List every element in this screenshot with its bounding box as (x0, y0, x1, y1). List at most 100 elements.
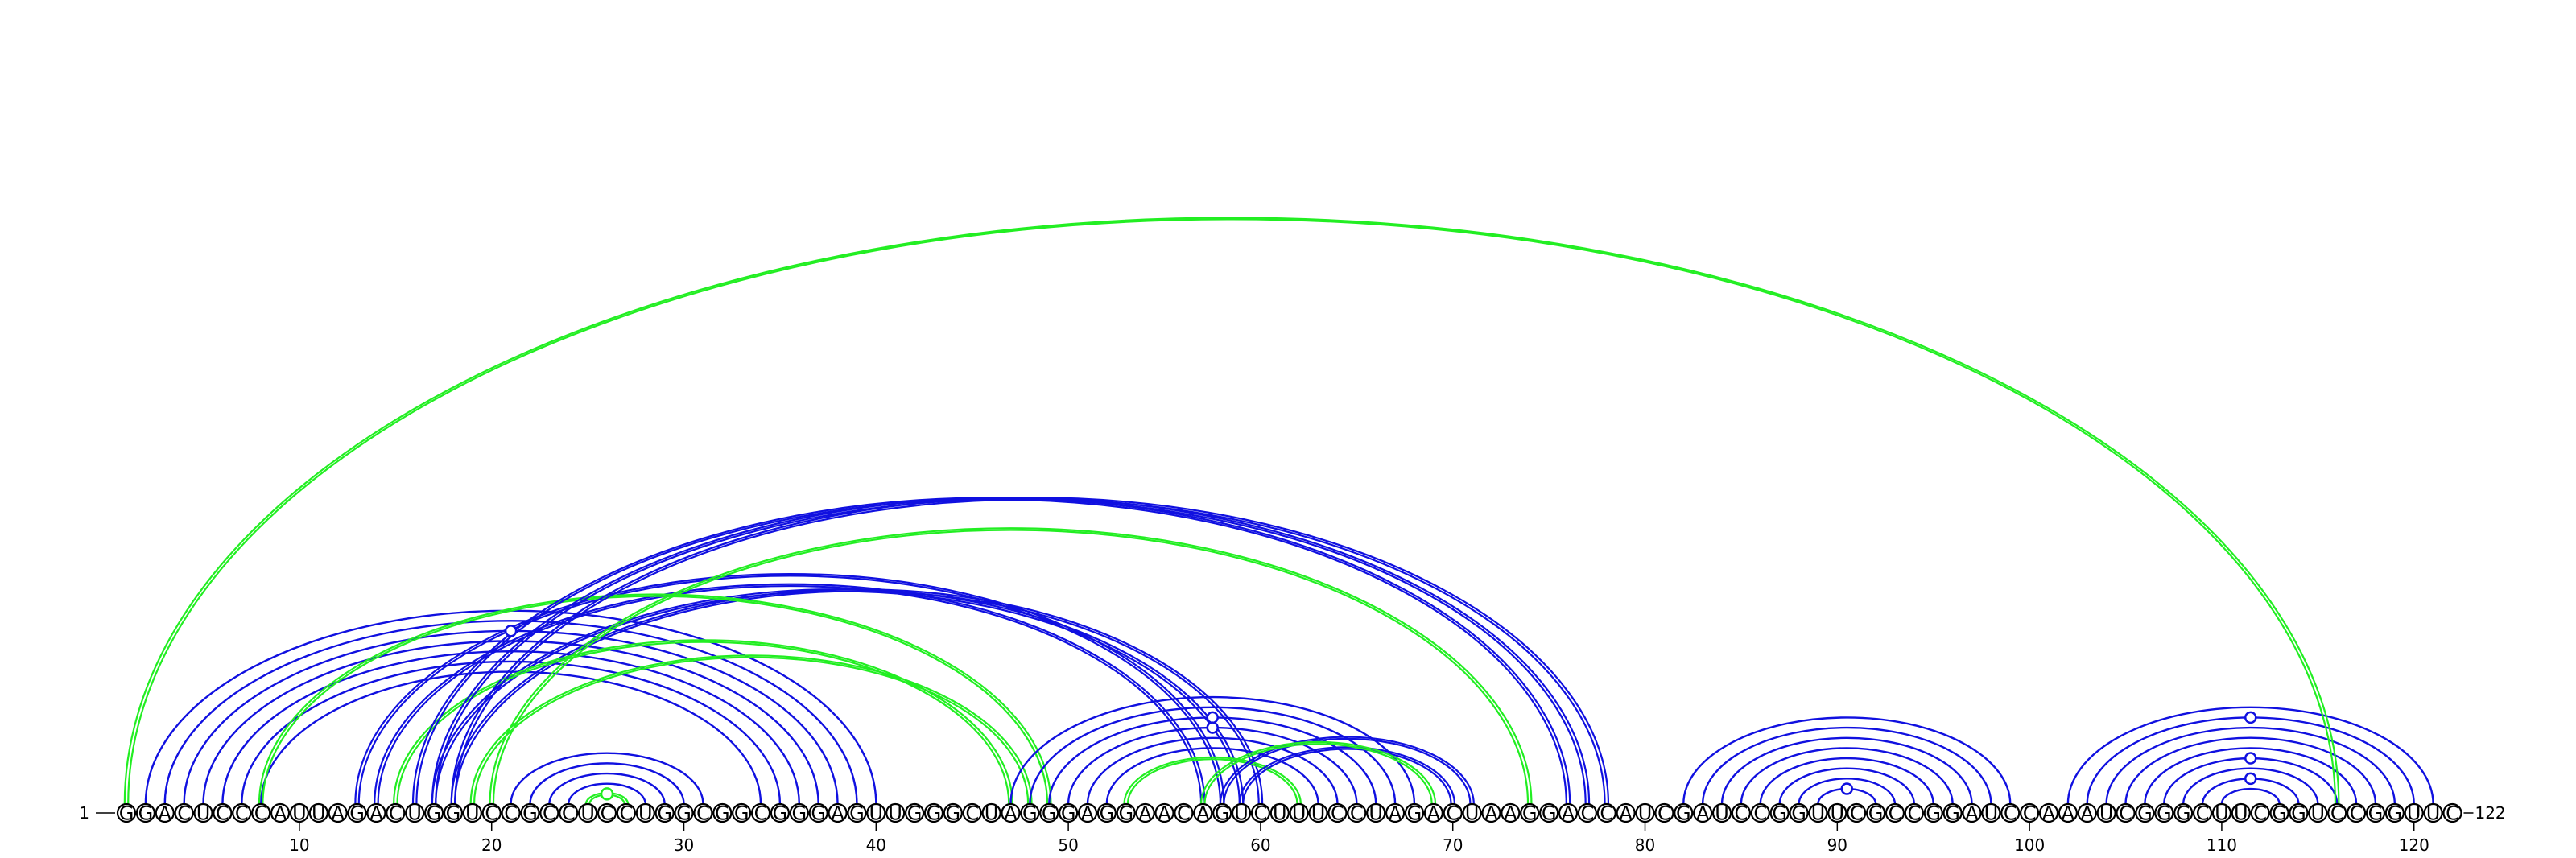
nucleotide-circle (462, 802, 482, 823)
nucleotide-circle (943, 802, 963, 823)
nucleotide-circle (2231, 802, 2251, 823)
nucleotide-circle (2211, 802, 2232, 823)
nucleotide-circle (1404, 802, 1425, 823)
arc-1-116-strand-2 (127, 218, 2337, 805)
nucleotide-letter: C (1850, 802, 1864, 825)
nucleotide-letter: C (754, 802, 768, 825)
nucleotide-letter: U (1831, 802, 1845, 825)
nucleotide-letter: A (1504, 802, 1517, 825)
arc-106-117 (2144, 747, 2358, 805)
nucleotide-letter: G (791, 802, 807, 825)
nucleotide-circle (1942, 802, 1963, 823)
nucleotide-circle (1366, 802, 1386, 823)
nucleotide-letter: G (1215, 802, 1230, 825)
nucleotide-circle (2000, 802, 2021, 823)
nucleotide-letter: C (1254, 802, 1268, 825)
nucleotide-letter: G (2137, 802, 2153, 825)
nucleotide-circle (1558, 802, 1579, 823)
pair-marker-25-27 (600, 787, 614, 801)
arc-58-71-strand-1 (1219, 736, 1475, 805)
nucleotide-letter: C (1580, 802, 1594, 825)
nucleotide-circle (1250, 802, 1271, 823)
nucleotide-letter: U (312, 802, 326, 825)
nucleotide-letter: C (2446, 802, 2459, 825)
nucleotide-circle (808, 802, 828, 823)
nucleotide-circle (1347, 802, 1367, 823)
nucleotide-letter: U (580, 802, 595, 825)
nucleotide-circle (1539, 802, 1559, 823)
nucleotide-letter: G (715, 802, 730, 825)
nucleotide-circle (501, 802, 521, 823)
arc-20-74-strand-1 (489, 527, 1533, 805)
arc-88-93 (1798, 778, 1897, 805)
nucleotide-letter: G (119, 802, 134, 825)
arc-8-49-strand-2 (262, 595, 1049, 805)
nucleotide-circle (1865, 802, 1886, 823)
nucleotide-letter: A (369, 802, 383, 825)
nucleotide-letter: C (1889, 802, 1902, 825)
nucleotide-circle (654, 802, 675, 823)
nucleotide-circle (1750, 802, 1770, 823)
nucleotide-circle (2269, 802, 2289, 823)
arc-15-47-strand-2 (396, 641, 1010, 805)
nucleotide-letter: A (159, 802, 172, 825)
nucleotide-letter: U (2311, 802, 2326, 825)
nucleotide-circle (2327, 802, 2347, 823)
axis-tick-label: 100 (2014, 835, 2045, 855)
arc-51-64 (1086, 736, 1339, 805)
nucleotide-letter: U (292, 802, 307, 825)
pair-marker-50-65 (1206, 721, 1219, 734)
nucleotide-letter: U (2407, 802, 2421, 825)
nucleotide-letter: G (946, 802, 961, 825)
nucleotide-circle (1174, 802, 1194, 823)
nucleotide-letter: U (465, 802, 480, 825)
nucleotide-letter: A (331, 802, 345, 825)
nucleotide-circle (616, 802, 636, 823)
pair-marker-89-92 (1840, 782, 1854, 795)
axis-tick-label: 40 (866, 835, 886, 855)
nucleotide-letter: C (1735, 802, 1748, 825)
arc-20-74-strand-2 (492, 529, 1530, 805)
nucleotide-circle (289, 802, 310, 823)
nucleotide-circle (789, 802, 809, 823)
nucleotide-letter: G (2157, 802, 2172, 825)
nucleotide-letter: C (1657, 802, 1671, 825)
arc-21-31 (510, 752, 704, 805)
nucleotide-letter: G (2272, 802, 2287, 825)
nucleotide-circle (366, 802, 386, 823)
nucleotide-circle (2096, 802, 2116, 823)
nucleotide-letter: G (907, 802, 923, 825)
arc-102-121 (2066, 706, 2434, 805)
nucleotide-letter: A (1619, 802, 1633, 825)
nucleotide-letter: G (1100, 802, 1115, 825)
arc-24-28 (568, 782, 646, 805)
nucleotide-circle (1635, 802, 1655, 823)
nucleotide-circle (116, 802, 137, 823)
nucleotide-letter: G (811, 802, 826, 825)
nucleotide-circle (732, 802, 752, 823)
arc-57-69-strand-1 (1199, 740, 1437, 805)
nucleotide-circle (578, 802, 598, 823)
nucleotide-letter: U (1311, 802, 1326, 825)
nucleotide-letter: G (1868, 802, 1884, 825)
axis-tick-label: 20 (481, 835, 502, 855)
arc-13-58-strand-2 (357, 575, 1222, 805)
nucleotide-circle (1289, 802, 1309, 823)
nucleotide-circle (750, 802, 771, 823)
nucleotide-circle (155, 802, 175, 823)
nucleotide-circle (2365, 802, 2386, 823)
nucleotide-letter: U (1811, 802, 1826, 825)
nucleotide-letter: C (504, 802, 518, 825)
nucleotide-letter: C (965, 802, 979, 825)
markers-layer (504, 625, 2257, 801)
nucleotide-circle (847, 802, 867, 823)
nucleotide-circle (1654, 802, 1674, 823)
nucleotide-circle (423, 802, 444, 823)
nucleotide-letter: U (2099, 802, 2114, 825)
nucleotide-circle (520, 802, 540, 823)
nucleotide-letter: A (274, 802, 287, 825)
nucleotide-letter: G (1945, 802, 1960, 825)
nucleotide-circle (405, 802, 425, 823)
nucleotide-letter: A (2042, 802, 2056, 825)
axis-tick-label: 90 (1827, 835, 1847, 855)
